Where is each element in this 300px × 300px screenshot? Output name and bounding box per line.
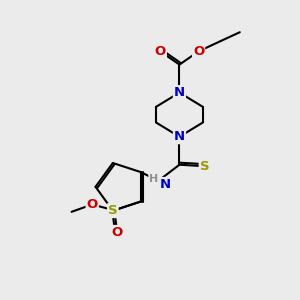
Text: N: N [174, 86, 185, 99]
Text: S: S [200, 160, 209, 173]
Text: N: N [174, 130, 185, 143]
Text: N: N [160, 178, 171, 191]
Text: O: O [193, 45, 204, 58]
Text: H: H [149, 174, 158, 184]
Text: O: O [112, 226, 123, 239]
Text: S: S [108, 204, 118, 217]
Text: O: O [87, 198, 98, 211]
Text: O: O [155, 45, 166, 58]
